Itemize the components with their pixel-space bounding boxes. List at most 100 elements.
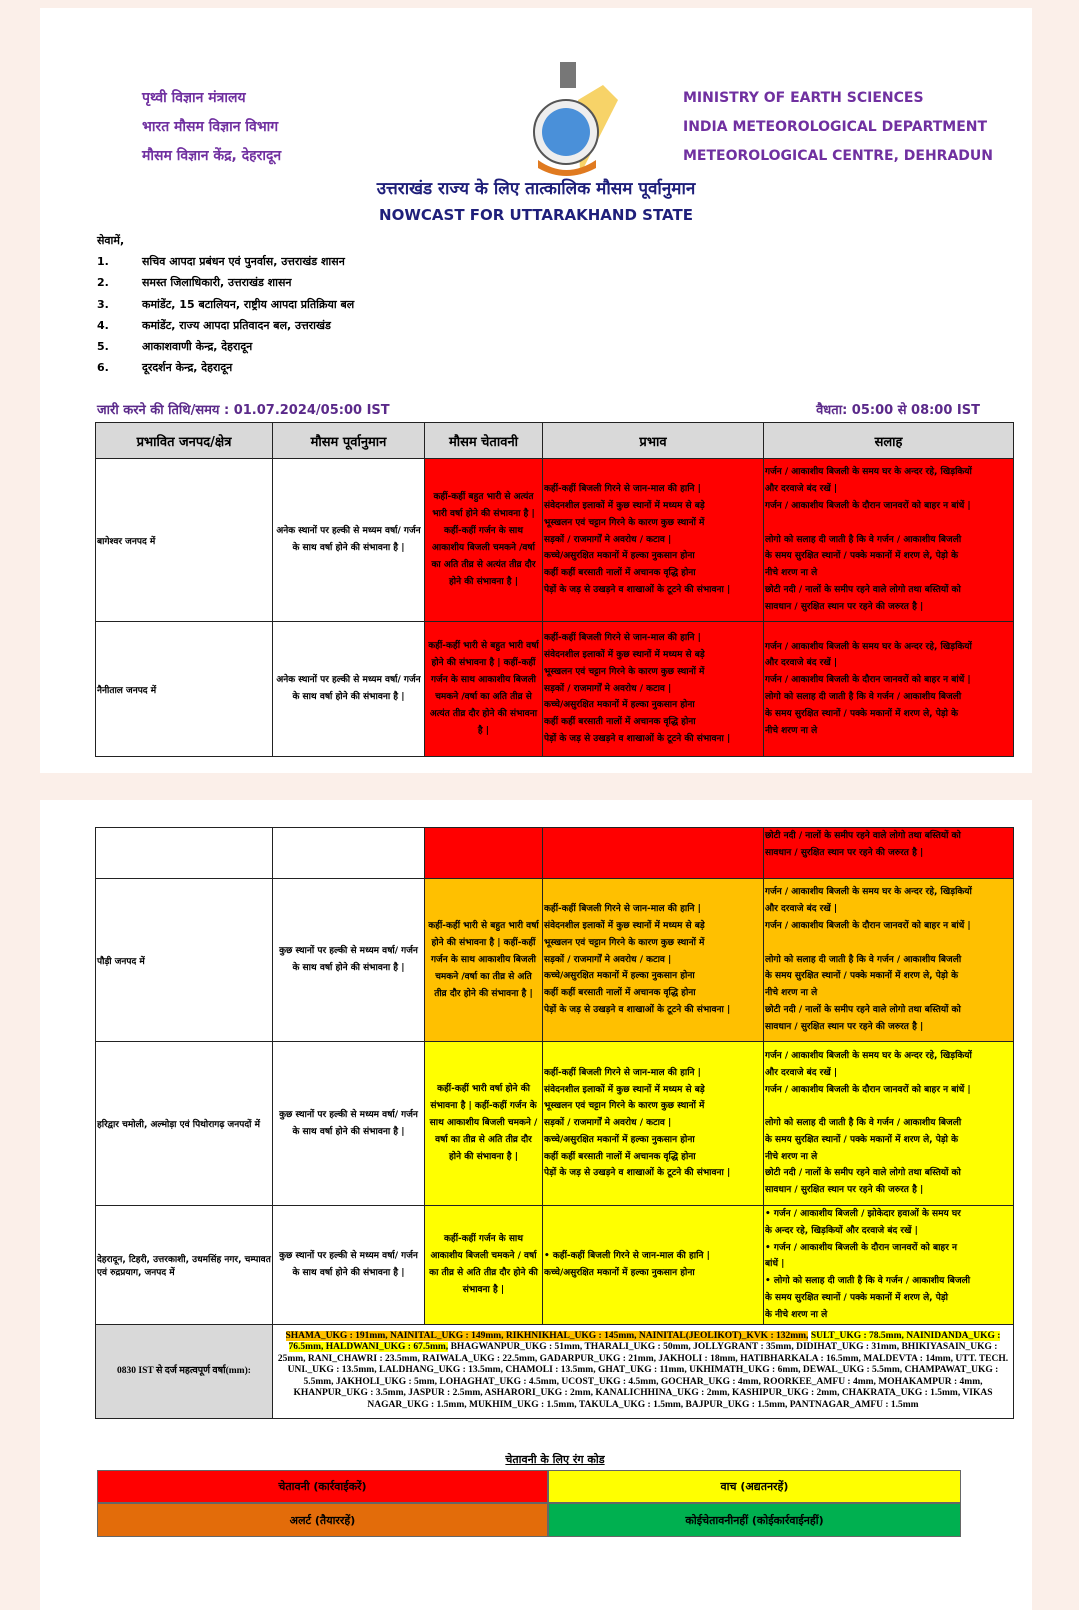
legend-title: चेतावनी के लिए रंग कोड	[505, 1453, 605, 1466]
district-cell	[95, 827, 273, 879]
ministry-hindi: पृथ्वी विज्ञान मंत्रालय	[142, 90, 246, 106]
text-line: बांधें |	[765, 1259, 785, 1270]
advice-cell: छोटी नदी / नालों के समीप रहने वाले लोगो …	[763, 827, 1014, 879]
text-line: कहीं कहीं बरसाती नालों में अचानक वृद्धि …	[544, 1151, 696, 1162]
recipient-item: 5. आकाशवाणी केन्द्र, देहरादून	[97, 336, 354, 357]
forecast-cell: अनेक स्थानों पर हल्की से मध्यम वर्षा/ गर…	[272, 621, 425, 757]
text-line: सावधान / सुरक्षित स्थान पर रहने की जरुरत…	[765, 847, 924, 858]
text-line: सड़कों / राजमार्गों मे अवरोध / कटाव |	[544, 534, 672, 545]
text-line: कच्चे/असुरक्षित मकानों में हल्का नुकसान …	[544, 1267, 695, 1278]
text-line: कच्चे/असुरक्षित मकानों में हल्का नुकसान …	[544, 700, 695, 711]
text-line	[765, 515, 1013, 532]
ministry-english: MINISTRY OF EARTH SCIENCES	[683, 90, 924, 106]
text-line: • गर्जन / आकाशीय बिजली / झोकेदार हवाओं क…	[765, 1209, 961, 1219]
rainfall-row: 0830 IST से दर्ज महत्वपूर्ण वर्षा(mm): SH…	[95, 1323, 1014, 1419]
recipient-text: कमांडेंट, राज्य आपदा प्रतिवादन बल, उत्तर…	[142, 318, 331, 332]
text-line: और दरवाजे बंद रखें |	[765, 904, 838, 915]
header-row: प्रभावित जनपद/क्षेत्र मौसम पूर्वानुमान मौस…	[95, 422, 1014, 459]
forecast-cell: कुछ स्थानों पर हल्की से मध्यम वर्षा/ गर्…	[272, 878, 425, 1042]
warning-cell: कहीं-कहीं बहुत भारी से अत्यंत भारी वर्षा…	[424, 458, 543, 622]
text-line: भूस्खलन एवं चट्टान गिरने के कारण कुछ स्थ…	[544, 1101, 705, 1112]
legend-item: चेतावनी (कार्रवाईकरें)	[97, 1470, 548, 1503]
text-line: भूस्खलन एवं चट्टान गिरने के कारण कुछ स्थ…	[544, 517, 705, 528]
forecast-cell: कुछ स्थानों पर हल्की से मध्यम वर्षा/ गर्…	[272, 1041, 425, 1206]
text-line: नीचे शरण ना ले	[765, 725, 818, 736]
legend-item: वाच (अद्यतनरहें)	[548, 1470, 961, 1503]
text-line: नीचे शरण ना ले	[765, 988, 818, 999]
text-line: भूस्खलन एवं चट्टान गिरने के कारण कुछ स्थ…	[544, 937, 705, 948]
recipient-number: 1.	[97, 255, 109, 269]
table-row: देहरादून, टिहरी, उत्तरकाशी, उधमसिंह नगर,…	[95, 1205, 1014, 1325]
text-line: सड़कों / राजमार्गों मे अवरोध / कटाव |	[544, 683, 672, 694]
forecast-cell: अनेक स्थानों पर हल्की से मध्यम वर्षा/ गर…	[272, 458, 425, 622]
recipient-number: 2.	[97, 276, 109, 290]
text-line: कहीं कहीं बरसाती नालों में अचानक वृद्धि …	[544, 568, 696, 579]
title-hindi: उत्तराखंड राज्य के लिए तात्कालिक मौसम पू…	[376, 179, 696, 199]
column-header: प्रभावित जनपद/क्षेत्र	[95, 422, 273, 459]
recipient-text: दूरदर्शन केन्द्र, देहरादून	[142, 361, 233, 375]
mc-english: METEOROLOGICAL CENTRE, DEHRADUN	[683, 148, 993, 164]
text-line: गर्जन / आकाशीय बिजली के समय घर के अन्दर …	[765, 1050, 972, 1061]
rainfall-entry: SHAMA_UKG : 191mm, NAINITAL_UKG : 149mm,…	[285, 1330, 809, 1341]
impact-cell	[542, 827, 764, 879]
text-line: नीचे शरण ना ले	[765, 1151, 818, 1162]
forecast-cell	[272, 827, 425, 879]
text-line: लोगो को सलाह दी जाती है कि वे गर्जन / आक…	[765, 954, 962, 965]
text-line: और दरवाजे बंद रखें |	[765, 484, 838, 495]
text-line: लोगो को सलाह दी जाती है कि वे गर्जन / आक…	[765, 692, 962, 702]
district-cell: बागेश्वर जनपद में	[95, 458, 273, 622]
legend-item: अलर्ट (तैयाररहें)	[97, 1503, 548, 1537]
district-cell: पौड़ी जनपद में	[95, 878, 273, 1042]
rainfall-label: 0830 IST से दर्ज महत्वपूर्ण वर्षा(mm):	[95, 1323, 273, 1419]
advice-cell: गर्जन / आकाशीय बिजली के समय घर के अन्दर …	[763, 458, 1014, 622]
text-line: छोटी नदी / नालों के समीप रहने वाले लोगो …	[765, 584, 961, 595]
nowcast-table-page1: प्रभावित जनपद/क्षेत्र मौसम पूर्वानुमान मौस…	[95, 422, 1014, 757]
text-line: गर्जन / आकाशीय बिजली के दौरान जानवरों को…	[765, 675, 971, 686]
text-line: कहीं-कहीं बिजली गिरने से जान-माल की हानि…	[544, 484, 701, 495]
text-line: सड़कों / राजमार्गों मे अवरोध / कटाव |	[544, 954, 672, 965]
advice-cell: गर्जन / आकाशीय बिजली के समय घर के अन्दर …	[763, 1041, 1014, 1206]
column-header: सलाह	[763, 422, 1014, 459]
recipient-text: कमांडेंट, 15 बटालियन, राष्ट्रीय आपदा प्र…	[142, 297, 355, 311]
page-2: छोटी नदी / नालों के समीप रहने वाले लोगो …	[40, 800, 1032, 1610]
recipient-number: 4.	[97, 318, 109, 332]
text-line: गर्जन / आकाशीय बिजली के समय घर के अन्दर …	[765, 467, 972, 478]
column-header: मौसम चेतावनी	[424, 422, 543, 459]
text-line: संवेदनशील इलाकों में कुछ स्थानों में मध्…	[544, 921, 705, 931]
table-row: नैनीताल जनपद में अनेक स्थानों पर हल्की से…	[95, 621, 1014, 757]
text-line: लोगो को सलाह दी जाती है कि वे गर्जन / आक…	[765, 1118, 962, 1129]
recipient-item: 1. सचिव आपदा प्रबंधन एवं पुनर्वास, उत्तरा…	[97, 251, 354, 272]
district-cell: देहरादून, टिहरी, उत्तरकाशी, उधमसिंह नगर,…	[95, 1205, 273, 1325]
text-line: पेड़ों के जड़ से उखड़ने व शाखाओं के टूटन…	[544, 584, 731, 595]
table-row: बागेश्वर जनपद में अनेक स्थानों पर हल्की स…	[95, 458, 1014, 622]
column-header: मौसम पूर्वानुमान	[272, 422, 425, 459]
text-line: गर्जन / आकाशीय बिजली के दौरान जानवरों को…	[765, 501, 971, 511]
advice-cell: गर्जन / आकाशीय बिजली के समय घर के अन्दर …	[763, 621, 1014, 757]
mc-hindi: मौसम विज्ञान केंद्र, देहरादून	[142, 148, 282, 164]
issue-datetime: जारी करने की तिथि/समय : 01.07.2024/05:00…	[97, 403, 390, 418]
column-header: प्रभाव	[542, 422, 764, 459]
text-line: कच्चे/असुरक्षित मकानों में हल्का नुकसान …	[544, 971, 695, 982]
english-header: MINISTRY OF EARTH SCIENCES INDIA METEORO…	[683, 84, 993, 171]
district-cell: हरिद्वार चमोली, अल्मोड़ा एवं पिथोरागढ़ ज…	[95, 1041, 273, 1206]
text-line: छोटी नदी / नालों के समीप रहने वाले लोगो …	[765, 1004, 961, 1015]
text-line: • गर्जन / आकाशीय बिजली के दौरान जानवरों …	[765, 1242, 958, 1253]
text-line: के नीचे शरण ना ले	[765, 1309, 828, 1320]
text-line: सावधान / सुरक्षित स्थान पर रहने की जरुरत…	[765, 1185, 924, 1196]
continuation-row: छोटी नदी / नालों के समीप रहने वाले लोगो …	[95, 827, 1014, 879]
table-row: पौड़ी जनपद में कुछ स्थानों पर हल्की से मध…	[95, 878, 1014, 1042]
text-line: कच्चे/असुरक्षित मकानों में हल्का नुकसान …	[544, 1134, 695, 1145]
imd-emblem-logo	[533, 62, 618, 176]
text-line: कहीं कहीं बरसाती नालों में अचानक वृद्धि …	[544, 988, 696, 999]
advice-cell: • गर्जन / आकाशीय बिजली / झोकेदार हवाओं क…	[763, 1205, 1014, 1325]
impact-cell: कहीं-कहीं बिजली गिरने से जान-माल की हानि…	[542, 1041, 764, 1206]
text-line: सावधान / सुरक्षित स्थान पर रहने की जरुरत…	[765, 601, 924, 612]
text-line: संवेदनशील इलाकों में कुछ स्थानों में मध्…	[544, 501, 705, 511]
recipient-item: 2. समस्त जिलाधिकारी, उत्तराखंड शासन	[97, 272, 354, 293]
recipients: सेवामें, 1. सचिव आपदा प्रबंधन एवं पुनर्वा…	[97, 230, 354, 378]
text-line: के समय सुरक्षित स्थानों / पक्के मकानों म…	[765, 1134, 959, 1145]
rainfall-values: SHAMA_UKG : 191mm, NAINITAL_UKG : 149mm,…	[272, 1323, 1014, 1419]
text-line: कच्चे/असुरक्षित मकानों में हल्का नुकसान …	[544, 551, 695, 562]
text-line: संवेदनशील इलाकों में कुछ स्थानों में मध्…	[544, 1084, 705, 1095]
text-line: सावधान / सुरक्षित स्थान पर रहने की जरुरत…	[765, 1021, 924, 1032]
